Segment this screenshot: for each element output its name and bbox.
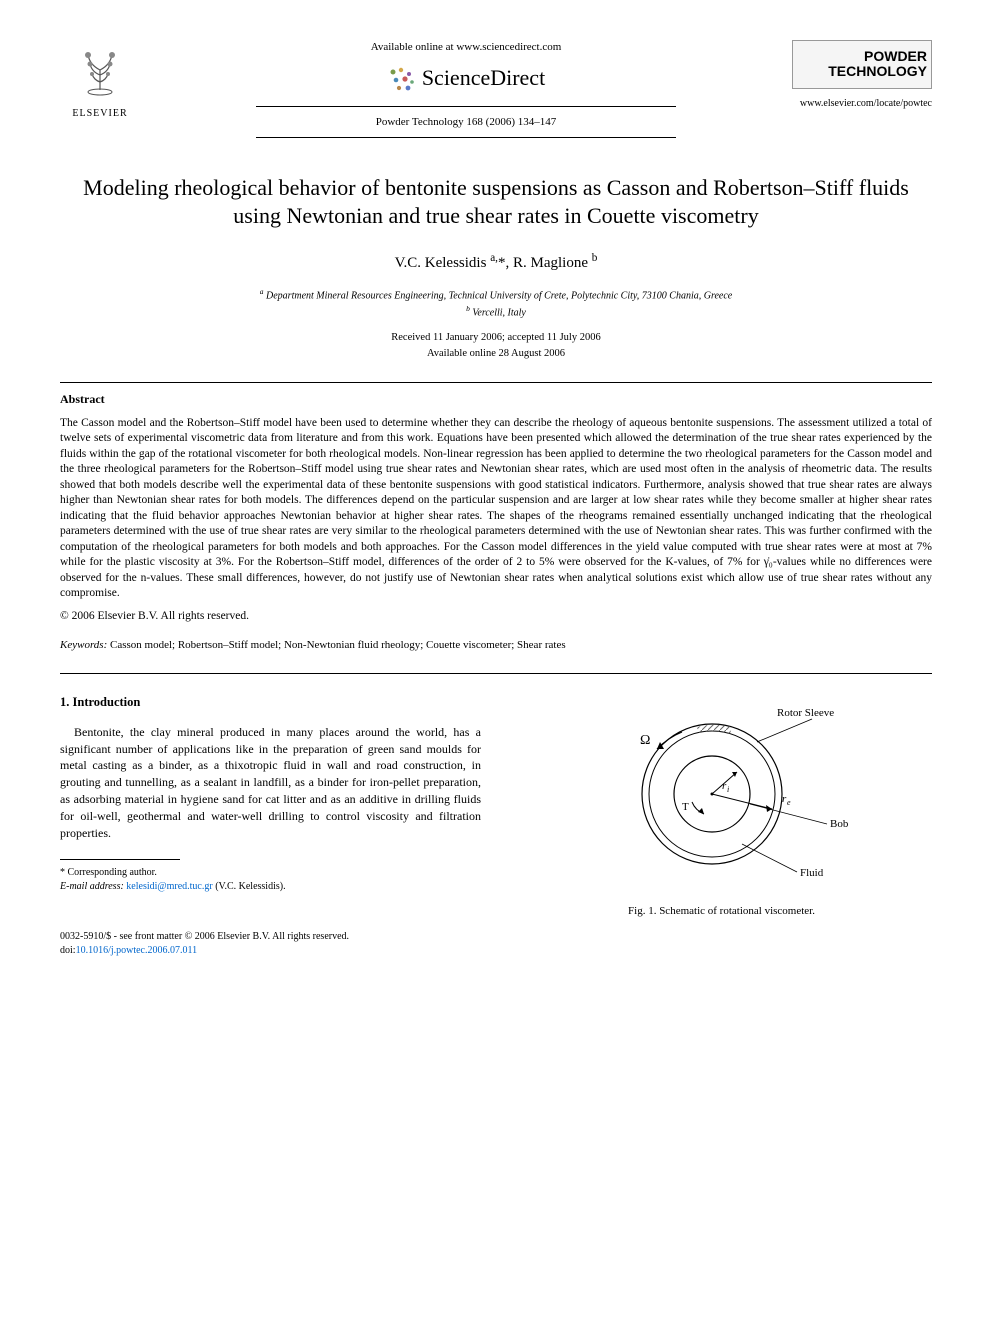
journal-url: www.elsevier.com/locate/powtec (792, 97, 932, 111)
keywords-text: Casson model; Robertson–Stiff model; Non… (110, 639, 566, 651)
fig1-fluid-label: Fluid (800, 867, 824, 879)
main-content: 1. Introduction Bentonite, the clay mine… (60, 694, 932, 919)
abstract-copyright: © 2006 Elsevier B.V. All rights reserved… (60, 608, 932, 624)
affiliation-b: b Vercelli, Italy (60, 303, 932, 320)
available-online: Available online 28 August 2006 (60, 346, 932, 362)
abstract-heading: Abstract (60, 391, 932, 408)
elsevier-tree-icon (70, 40, 130, 100)
sciencedirect-text: ScienceDirect (422, 63, 545, 94)
affiliations: a Department Mineral Resources Engineeri… (60, 286, 932, 321)
doi-link[interactable]: 10.1016/j.powtec.2006.07.011 (76, 945, 198, 956)
journal-reference: Powder Technology 168 (2006) 134–147 (140, 115, 792, 130)
available-online-text: Available online at www.sciencedirect.co… (140, 40, 792, 55)
page-header: ELSEVIER Available online at www.science… (60, 40, 932, 144)
keywords-label: Keywords: (60, 639, 107, 651)
fig1-bob-label: Bob (830, 818, 849, 830)
article-title: Modeling rheological behavior of bentoni… (80, 174, 912, 231)
rule-after-keywords (60, 673, 932, 674)
left-column: 1. Introduction Bentonite, the clay mine… (60, 694, 481, 919)
corr-label: * Corresponding author. (60, 866, 481, 880)
journal-logo-box: POWDER TECHNOLOGY (792, 40, 932, 89)
header-rule-top (256, 106, 676, 107)
sd-dots-icon (387, 64, 417, 94)
figure-1-svg: r i r e T Ω Rotor Sleeve Bob Fluid (582, 694, 862, 894)
footnote-rule (60, 859, 180, 860)
sciencedirect-logo: ScienceDirect (140, 63, 792, 94)
publisher-label: ELSEVIER (60, 107, 140, 121)
figure-1-caption: Fig. 1. Schematic of rotational viscomet… (511, 904, 932, 919)
corr-email-line: E-mail address: kelesidi@mred.tuc.gr (V.… (60, 880, 481, 894)
journal-branding: POWDER TECHNOLOGY www.elsevier.com/locat… (792, 40, 932, 111)
header-rule-bottom (256, 137, 676, 138)
authors: V.C. Kelessidis a,*, R. Maglione b (60, 251, 932, 274)
svg-text:e: e (787, 798, 791, 807)
email-link[interactable]: kelesidi@mred.tuc.gr (126, 881, 212, 892)
section-1-para-1: Bentonite, the clay mineral produced in … (60, 724, 481, 842)
affiliation-a: a Department Mineral Resources Engineeri… (60, 286, 932, 303)
right-column: r i r e T Ω Rotor Sleeve Bob Fluid Fig. … (511, 694, 932, 919)
keywords: Keywords: Casson model; Robertson–Stiff … (60, 638, 932, 653)
journal-logo-line1: POWDER (797, 49, 927, 64)
fig1-omega-label: Ω (640, 733, 650, 748)
email-label: E-mail address: (60, 881, 124, 892)
fig1-rotor-sleeve-label: Rotor Sleeve (777, 707, 834, 719)
received-accepted: Received 11 January 2006; accepted 11 Ju… (60, 330, 932, 346)
issn-line: 0032-5910/$ - see front matter © 2006 El… (60, 930, 932, 944)
doi-line: doi:10.1016/j.powtec.2006.07.011 (60, 944, 932, 958)
section-1-heading: 1. Introduction (60, 694, 481, 712)
abstract-section: Abstract The Casson model and the Robert… (60, 391, 932, 624)
doi-label: doi: (60, 945, 76, 956)
svg-text:i: i (727, 785, 729, 794)
article-dates: Received 11 January 2006; accepted 11 Ju… (60, 330, 932, 362)
abstract-body: The Casson model and the Robertson–Stiff… (60, 416, 932, 602)
center-header: Available online at www.sciencedirect.co… (140, 40, 792, 144)
publisher-logo: ELSEVIER (60, 40, 140, 121)
corresponding-author-note: * Corresponding author. E-mail address: … (60, 866, 481, 894)
email-who: (V.C. Kelessidis). (215, 881, 285, 892)
journal-logo-line2: TECHNOLOGY (797, 64, 927, 79)
rule-before-abstract (60, 382, 932, 383)
fig1-T-label: T (682, 801, 689, 813)
footer-lines: 0032-5910/$ - see front matter © 2006 El… (60, 930, 932, 958)
